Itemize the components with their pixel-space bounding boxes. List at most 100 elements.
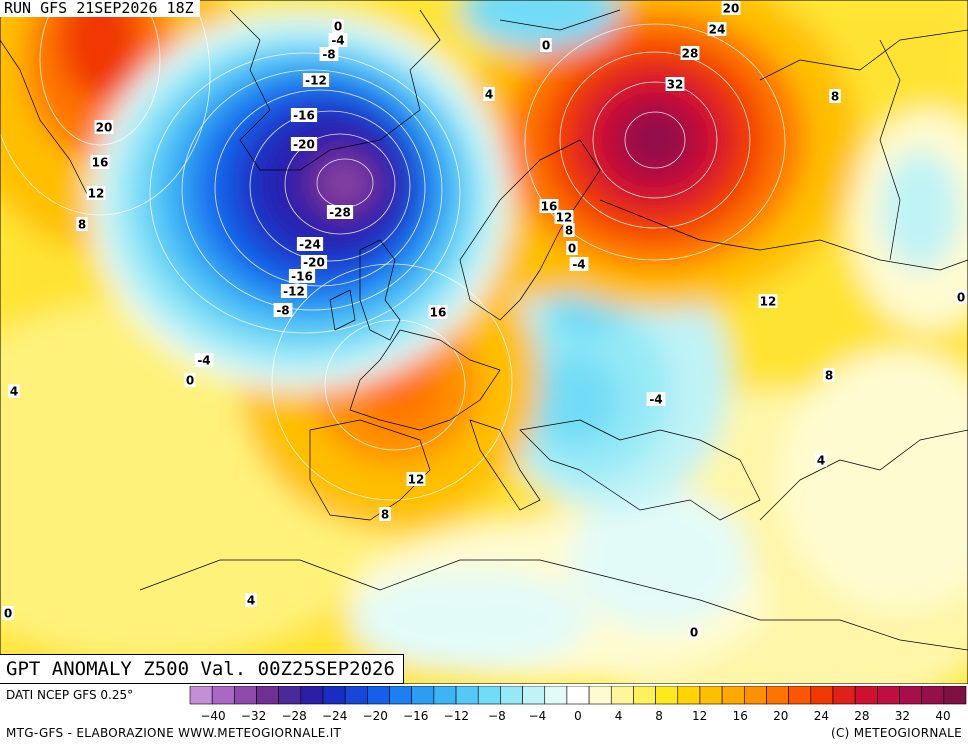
colorbar-tick-label: 40	[935, 709, 950, 723]
colorbar-swatch	[832, 686, 856, 705]
contour-label: 16	[539, 199, 559, 214]
colorbar-swatch	[256, 686, 279, 705]
colorbar-swatch	[655, 686, 679, 705]
contour-value: 8	[565, 224, 573, 238]
contour-value: 4	[247, 594, 255, 608]
credit-left: MTG-GFS - ELABORAZIONE WWW.METEOGIORNALE…	[6, 726, 342, 740]
contour-label: 0	[2, 606, 14, 621]
colorbar-swatch	[322, 686, 346, 705]
colorbar-swatch	[921, 686, 945, 705]
contour-value: 0	[568, 242, 576, 256]
contour-value: 12	[556, 211, 573, 225]
contour-label: 12	[406, 472, 426, 487]
contour-value: -4	[649, 393, 662, 407]
contour-value: -28	[329, 206, 351, 220]
colorbar-swatch	[899, 686, 922, 705]
contour-label: 0	[184, 373, 196, 388]
colorbar-swatch	[300, 686, 324, 705]
contour-value: 28	[682, 47, 699, 61]
contour-value: 8	[825, 369, 833, 383]
colorbar-swatch	[721, 686, 745, 705]
colorbar-swatch	[211, 686, 235, 705]
contour-value: 32	[667, 78, 684, 92]
contour-label: -12	[280, 284, 308, 299]
colorbar-tick-label: 24	[814, 709, 829, 723]
colorbar-tick-label: −8	[488, 709, 506, 723]
contour-label: -16	[290, 108, 318, 123]
colorbar-swatch	[854, 686, 878, 705]
contour-value: -4	[197, 354, 210, 368]
contour-value: 0	[334, 20, 342, 34]
contour-label: 0	[955, 290, 967, 305]
contour-label: 16	[428, 305, 448, 320]
contour-label: 8	[563, 223, 575, 238]
contour-label: 12	[554, 210, 574, 225]
contour-value: -16	[293, 109, 315, 123]
contour-label: 20	[721, 1, 741, 16]
contour-value: 4	[817, 454, 825, 468]
colorbar-tick-label: 28	[854, 709, 869, 723]
colorbar-swatch	[699, 686, 723, 705]
colorbar-swatch	[544, 686, 568, 705]
contour-value: 0	[542, 39, 550, 53]
contour-label: -20	[290, 137, 318, 152]
contour-label: 0	[540, 38, 552, 53]
contour-label: 8	[823, 368, 835, 383]
colorbar-tick-label: −12	[444, 709, 469, 723]
colorbar-swatch	[234, 686, 257, 705]
contour-value: 12	[408, 473, 425, 487]
contour-label: -4	[194, 353, 214, 368]
contour-value: 8	[381, 508, 389, 522]
contour-label: -8	[273, 303, 293, 318]
contour-value: 12	[760, 295, 777, 309]
contour-label: 24	[707, 22, 727, 37]
colorbar-swatch	[189, 686, 213, 705]
contour-label: -12	[302, 73, 330, 88]
colorbar-swatch	[389, 686, 413, 705]
contour-value: 16	[430, 306, 447, 320]
contour-label: 0	[688, 625, 700, 640]
colorbar: −40 −32 −28 −24 −20 −16 −12 −8 −4 0 4 8 12 16 20 24 28 32…	[189, 686, 967, 723]
footer: DATI NCEP GFS 0.25° −40 −32 −28 −24 −20 −16 −1…	[0, 684, 968, 745]
contour-value: 20	[96, 121, 113, 135]
contour-value: 24	[709, 23, 726, 37]
contour-value: 16	[92, 156, 109, 170]
colorbar-tick-label: −32	[241, 709, 266, 723]
contour-value: -12	[283, 285, 305, 299]
contour-value: 4	[10, 385, 18, 399]
colorbar-swatch	[588, 686, 612, 705]
contour-value: -8	[276, 304, 289, 318]
contour-label: 8	[76, 217, 88, 232]
contour-value: 8	[78, 218, 86, 232]
credit-right: (C) METEOGIORNALE	[830, 726, 962, 740]
colorbar-tick-label: 32	[895, 709, 910, 723]
contour-value: -24	[299, 238, 321, 252]
colorbar-tick-label: −28	[281, 709, 306, 723]
colorbar-swatch	[278, 686, 302, 705]
contour-labels: -28-24-20-16-12-8-40-20-16-12-8-40201612…	[2, 1, 967, 640]
colorbar-swatch	[522, 686, 546, 705]
map-title: GPT ANOMALY Z500 Val. 00Z25SEP2026	[0, 654, 404, 684]
contour-label: 12	[758, 294, 778, 309]
contour-value: -20	[303, 256, 325, 270]
colorbar-tick-label: −16	[403, 709, 428, 723]
contour-value: 0	[957, 291, 965, 305]
contour-label: 8	[829, 89, 841, 104]
colorbar-tick-label: 20	[773, 709, 788, 723]
colorbar-swatch	[455, 686, 479, 705]
contour-label: 20	[94, 120, 114, 135]
contour-label: 32	[665, 77, 685, 92]
contour-value: 0	[186, 374, 194, 388]
colorbar-swatch	[943, 686, 967, 705]
colorbar-swatch	[610, 686, 634, 705]
contour-label: -16	[288, 269, 316, 284]
contour-label: 4	[815, 453, 827, 468]
contour-label: -24	[296, 237, 324, 252]
colorbar-tick-label: −20	[363, 709, 388, 723]
contour-label: -8	[319, 47, 339, 62]
contour-value: -8	[322, 48, 335, 62]
contour-label: -28	[326, 205, 354, 220]
colorbar-tick-label: 4	[615, 709, 623, 723]
colorbar-tick-label: −4	[529, 709, 547, 723]
contour-value: 12	[88, 187, 105, 201]
